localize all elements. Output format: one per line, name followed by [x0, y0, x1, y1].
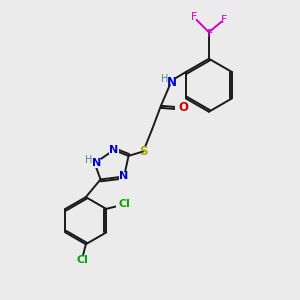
- Text: Cl: Cl: [77, 255, 89, 266]
- Bar: [88, 159, 101, 168]
- Bar: [163, 78, 176, 87]
- Text: N: N: [92, 158, 101, 168]
- Text: Cl: Cl: [119, 200, 131, 209]
- Bar: [116, 200, 129, 209]
- Text: H: H: [161, 74, 168, 84]
- Text: F: F: [191, 13, 197, 22]
- Bar: [119, 172, 129, 181]
- Text: N: N: [109, 145, 119, 155]
- Bar: [76, 256, 89, 265]
- Bar: [109, 146, 119, 154]
- Text: H: H: [85, 155, 92, 165]
- Text: S: S: [139, 145, 148, 158]
- Bar: [175, 103, 185, 112]
- Text: N: N: [167, 76, 177, 89]
- Text: F: F: [207, 29, 214, 39]
- Bar: [137, 147, 149, 156]
- Text: F: F: [220, 15, 227, 26]
- Text: O: O: [178, 101, 189, 114]
- Text: N: N: [119, 172, 129, 182]
